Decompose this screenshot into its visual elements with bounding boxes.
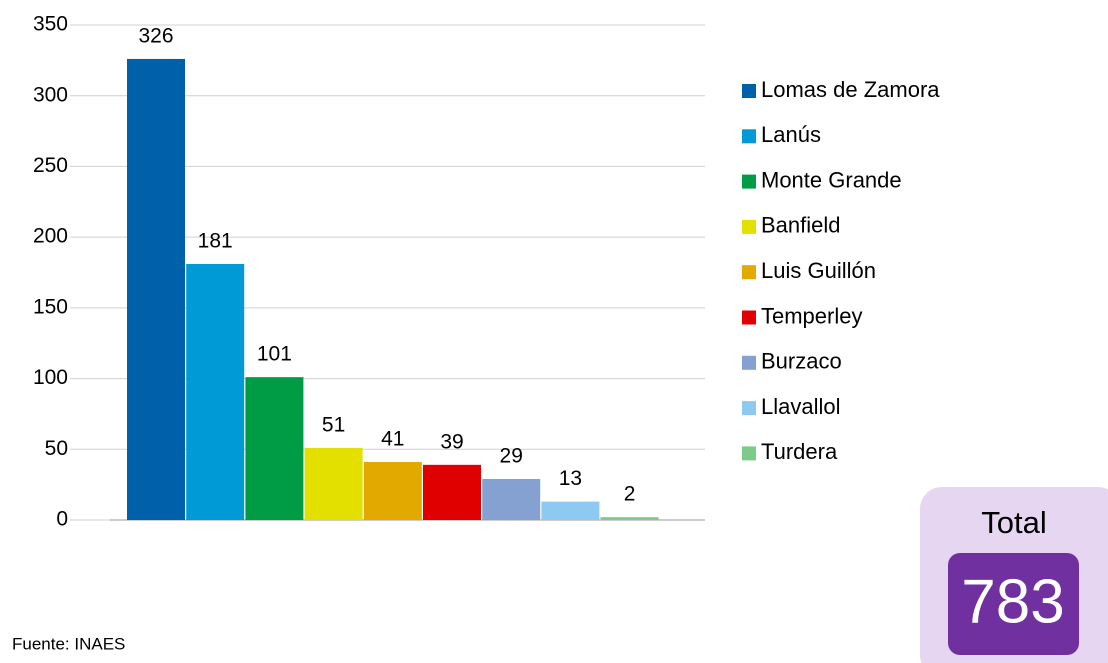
legend-label: Monte Grande — [761, 167, 902, 192]
y-tick-label: 150 — [33, 295, 68, 318]
bar — [186, 264, 245, 520]
total-value: 783 — [961, 567, 1064, 636]
legend-label: Lanús — [761, 122, 821, 147]
data-label: 41 — [381, 428, 404, 451]
data-label: 13 — [559, 467, 582, 490]
bar — [304, 447, 363, 520]
legend-label: Banfield — [761, 213, 841, 238]
bar — [541, 501, 600, 520]
legend-swatch — [742, 174, 756, 189]
y-tick-label: 300 — [33, 83, 68, 106]
y-tick-label: 50 — [45, 437, 68, 460]
legend-swatch — [742, 129, 756, 144]
legend-label: Temperley — [761, 303, 862, 328]
bar — [363, 462, 422, 520]
data-label: 39 — [440, 430, 463, 453]
total-label: Total — [981, 505, 1046, 540]
legend-label: Llavallol — [761, 394, 841, 419]
legend-swatch — [742, 265, 756, 280]
bar — [127, 58, 185, 520]
legend-label: Turdera — [761, 439, 838, 464]
data-label: 51 — [322, 413, 345, 436]
y-tick-label: 0 — [56, 508, 68, 531]
bar — [245, 377, 304, 520]
legend-swatch — [742, 446, 756, 461]
bar — [600, 517, 659, 520]
source: Fuente: INAES — [12, 634, 125, 653]
y-tick-label: 100 — [33, 366, 68, 389]
y-tick-label: 350 — [33, 13, 68, 36]
bar — [482, 478, 541, 520]
y-tick-label: 200 — [33, 225, 68, 248]
legend-swatch — [742, 310, 756, 325]
bar — [423, 464, 481, 520]
data-label: 29 — [500, 445, 523, 468]
legend-label: Luis Guillón — [761, 258, 876, 283]
y-tick-label: 250 — [33, 154, 68, 177]
data-label: 326 — [138, 24, 173, 47]
legend-swatch — [742, 401, 756, 416]
legend-swatch — [742, 355, 756, 370]
legend-label: Lomas de Zamora — [761, 77, 940, 102]
legend-swatch — [742, 219, 756, 234]
data-label: 2 — [624, 483, 636, 506]
legend-label: Burzaco — [761, 349, 842, 374]
data-label: 101 — [257, 343, 292, 366]
legend-swatch — [742, 84, 756, 98]
total-value-box — [948, 553, 1079, 655]
data-label: 181 — [198, 230, 233, 253]
